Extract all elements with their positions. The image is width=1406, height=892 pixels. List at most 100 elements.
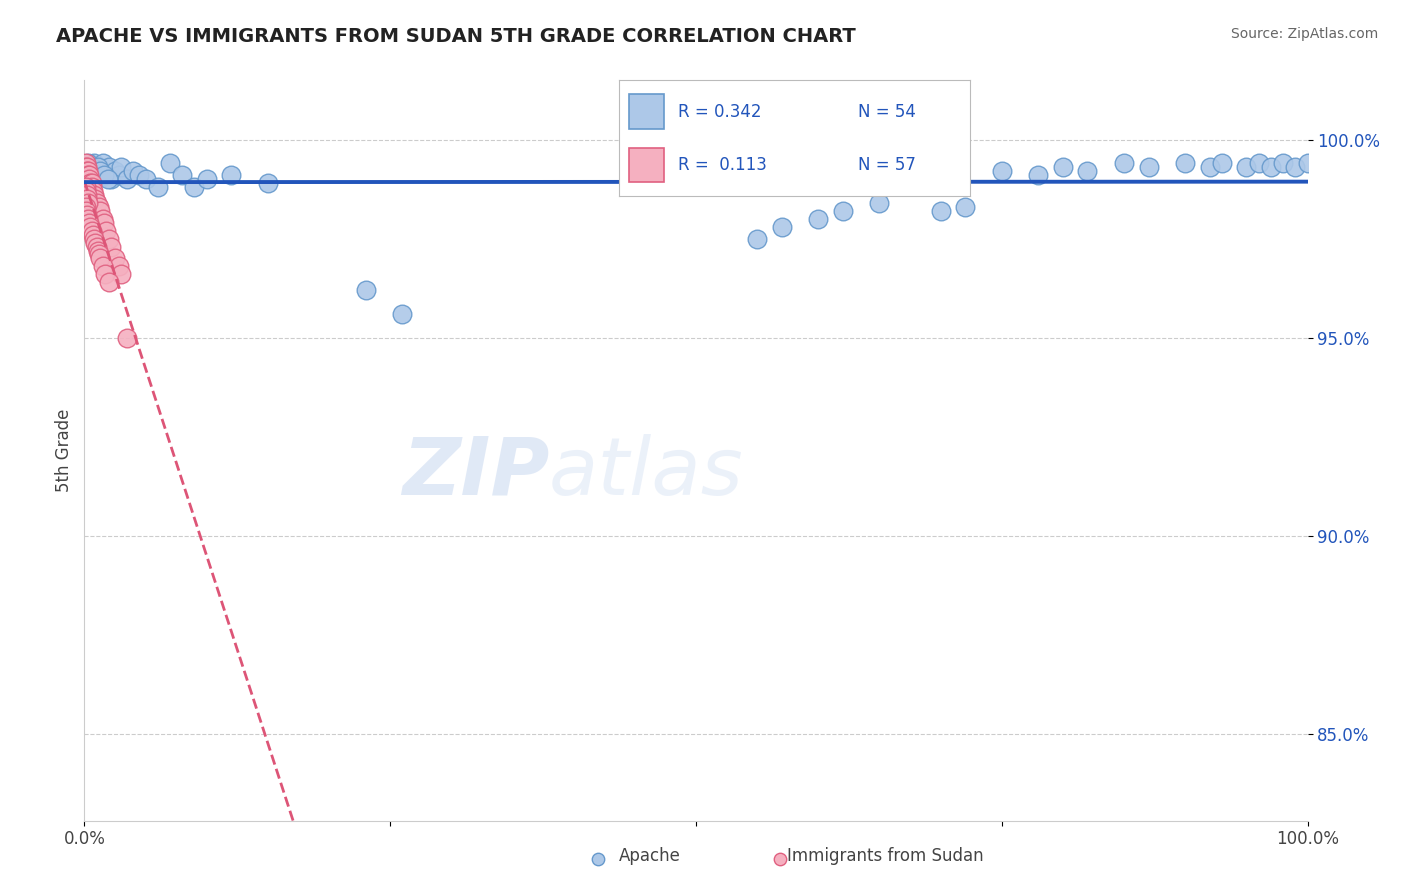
Point [84,235,107,250]
Point [75,180,97,194]
Point [1236,161,1258,175]
Point [77,169,100,183]
Point [1284,161,1306,175]
Point [75,161,97,175]
Point [80,161,103,175]
Point [747,232,769,246]
Point [87,244,110,258]
Point [87,200,110,214]
Text: Apache: Apache [619,847,681,865]
Text: atlas: atlas [550,434,744,512]
Point [107,260,129,274]
Point [91,260,114,274]
Point [83,232,105,246]
Point [1137,161,1160,175]
Point [991,164,1014,178]
Point [82,184,104,198]
Point [80,176,103,190]
Point [80,224,103,238]
Point [79,180,101,194]
Point [1028,169,1050,183]
Point [195,172,218,186]
Point [1296,156,1319,170]
Text: Source: ZipAtlas.com: Source: ZipAtlas.com [1230,27,1378,41]
Text: N = 54: N = 54 [858,103,915,120]
Point [75,156,97,170]
Text: APACHE VS IMMIGRANTS FROM SUDAN 5TH GRADE CORRELATION CHART: APACHE VS IMMIGRANTS FROM SUDAN 5TH GRAD… [56,27,856,45]
Point [87,161,110,175]
Point [1076,164,1098,178]
Text: R = 0.342: R = 0.342 [678,103,762,120]
Point [79,176,101,190]
Point [953,200,976,214]
Point [219,169,242,183]
Point [354,283,377,297]
Point [100,239,122,253]
Point [79,161,101,175]
Point [104,252,127,266]
Point [77,172,100,186]
Text: R =  0.113: R = 0.113 [678,156,768,174]
Point [100,172,122,186]
Point [1052,161,1074,175]
Point [869,196,891,211]
Point [75,184,97,198]
Point [1114,156,1136,170]
Point [76,208,98,222]
Point [86,239,108,253]
Point [79,219,101,234]
Point [77,211,100,226]
Point [87,247,110,261]
Point [83,188,105,202]
Point [110,267,132,281]
Point [86,164,108,178]
Point [831,203,853,218]
Point [75,176,97,190]
Point [93,169,115,183]
Point [1198,161,1220,175]
FancyBboxPatch shape [630,95,664,129]
Point [75,200,97,214]
Point [76,164,98,178]
Point [391,307,413,321]
Point [75,164,97,178]
Point [93,216,115,230]
Text: Immigrants from Sudan: Immigrants from Sudan [787,847,984,865]
Text: ZIP: ZIP [402,434,550,512]
FancyBboxPatch shape [630,147,664,182]
Point [104,164,127,178]
Point [183,180,205,194]
Point [75,169,97,183]
Point [770,219,793,234]
Point [76,169,98,183]
Point [83,156,105,170]
Point [77,196,100,211]
Point [77,156,100,170]
Point [1174,156,1197,170]
Point [76,192,98,206]
Point [96,169,118,183]
Point [86,196,108,211]
Point [135,172,157,186]
Point [97,275,120,289]
Point [172,169,194,183]
Point [929,203,952,218]
Point [75,203,97,218]
Point [769,851,792,865]
Point [110,161,132,175]
Point [80,180,103,194]
Point [84,192,107,206]
Point [115,172,138,186]
Y-axis label: 5th Grade: 5th Grade [55,409,73,492]
Point [97,172,120,186]
Point [87,161,110,175]
Point [1260,161,1282,175]
Text: N = 57: N = 57 [858,156,915,174]
Point [97,161,120,175]
Point [1272,156,1295,170]
Point [586,851,609,865]
Point [76,172,98,186]
Point [77,172,100,186]
Point [107,169,129,183]
Point [77,169,100,183]
